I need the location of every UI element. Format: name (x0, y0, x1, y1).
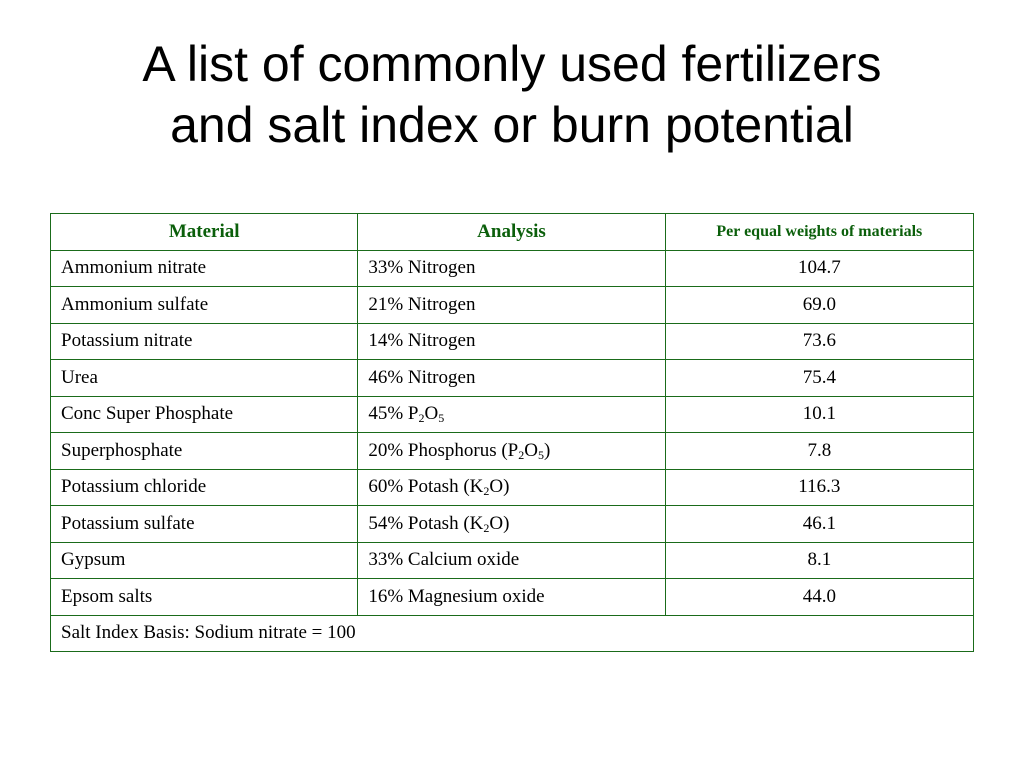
analysis-text: 21% Nitrogen (368, 293, 476, 315)
salt-index-cell: 116.3 (664, 468, 975, 506)
salt-index-cell: 104.7 (664, 249, 975, 287)
table-row: Urea 46% Nitrogen 75.4 (49, 359, 975, 397)
table-row: Potassium sulfate 54% Potash (K2O) 46.1 (49, 505, 975, 543)
salt-index-cell: 69.0 (664, 286, 975, 324)
analysis-cell: 54% Potash (K2O) (357, 505, 666, 543)
analysis-cell: 46% Nitrogen (357, 359, 666, 397)
analysis-cell: 45% P2O5 (357, 395, 666, 433)
header-material: Material (49, 213, 359, 251)
table-row: Ammonium nitrate 33% Nitrogen 104.7 (49, 249, 975, 287)
table-row: Conc Super Phosphate 45% P2O5 10.1 (49, 395, 975, 433)
salt-index-basis-note: Salt Index Basis: Sodium nitrate = 100 (50, 614, 974, 652)
analysis-subscript: 5 (438, 411, 445, 426)
table-row: Ammonium sulfate 21% Nitrogen 69.0 (49, 286, 975, 324)
material-cell: Superphosphate (49, 432, 359, 470)
table-header-row: Material Analysis Per equal weights of m… (49, 213, 975, 251)
table-body: Ammonium nitrate 33% Nitrogen 104.7 Ammoniu… (49, 249, 975, 652)
table-row: Epsom salts 16% Magnesium oxide 44.0 (49, 578, 975, 616)
table-row: Potassium chloride 60% Potash (K2O) 116.3 (49, 468, 975, 506)
analysis-cell: 21% Nitrogen (357, 286, 666, 324)
salt-index-cell: 10.1 (664, 395, 975, 433)
material-cell: Gypsum (49, 541, 359, 579)
table-row: Superphosphate 20% Phosphorus (P2O5) 7.8 (49, 432, 975, 470)
analysis-text: 54% Potash (K (368, 512, 484, 534)
analysis-text: 60% Potash (K (368, 476, 484, 498)
material-cell: Potassium chloride (49, 468, 359, 506)
header-per-equal-weights: Per equal weights of materials (664, 213, 975, 251)
analysis-subscript: 2 (483, 520, 490, 535)
analysis-cell: 33% Calcium oxide (357, 541, 666, 579)
table-footer-row: Salt Index Basis: Sodium nitrate = 100 (50, 614, 974, 652)
material-cell: Urea (49, 359, 359, 397)
analysis-subscript: 2 (518, 447, 525, 462)
material-cell: Potassium sulfate (49, 505, 359, 543)
analysis-cell: 16% Magnesium oxide (357, 578, 666, 616)
slide-title-line-2: and salt index or burn potential (170, 97, 854, 153)
salt-index-cell: 46.1 (664, 505, 975, 543)
analysis-text: 33% Nitrogen (368, 257, 476, 279)
salt-index-cell: 73.6 (664, 322, 975, 360)
analysis-cell: 14% Nitrogen (357, 322, 666, 360)
analysis-subscript: 5 (537, 447, 544, 462)
analysis-text: O) (489, 512, 510, 534)
salt-index-cell: 8.1 (664, 541, 975, 579)
material-cell: Ammonium nitrate (49, 249, 359, 287)
analysis-cell: 60% Potash (K2O) (357, 468, 666, 506)
material-cell: Potassium nitrate (49, 322, 359, 360)
analysis-subscript: 2 (418, 411, 425, 426)
analysis-text: O (424, 403, 439, 425)
table-row: Gypsum 33% Calcium oxide 8.1 (49, 541, 975, 579)
table-row: Potassium nitrate 14% Nitrogen 73.6 (49, 322, 975, 360)
fertilizer-table: Material Analysis Per equal weights of m… (49, 213, 975, 652)
slide-title: A list of commonly used fertilizers and … (0, 34, 1024, 156)
slide-title-line-1: A list of commonly used fertilizers (142, 36, 882, 92)
analysis-cell: 33% Nitrogen (357, 249, 666, 287)
analysis-text: O) (489, 476, 510, 498)
analysis-text: 14% Nitrogen (368, 330, 476, 352)
salt-index-cell: 7.8 (664, 432, 975, 470)
salt-index-cell: 75.4 (664, 359, 975, 397)
salt-index-cell: 44.0 (664, 578, 975, 616)
analysis-cell: 20% Phosphorus (P2O5) (357, 432, 666, 470)
material-cell: Conc Super Phosphate (49, 395, 359, 433)
material-cell: Epsom salts (49, 578, 359, 616)
analysis-text: 33% Calcium oxide (368, 549, 520, 571)
analysis-subscript: 2 (483, 484, 490, 499)
analysis-text: 20% Phosphorus (P (368, 439, 519, 461)
analysis-text: ) (543, 439, 551, 461)
analysis-text: 46% Nitrogen (368, 366, 476, 388)
analysis-text: 45% P (368, 403, 419, 425)
header-analysis: Analysis (357, 213, 666, 251)
analysis-text: 16% Magnesium oxide (368, 585, 545, 607)
material-cell: Ammonium sulfate (49, 286, 359, 324)
analysis-text: O (524, 439, 538, 461)
